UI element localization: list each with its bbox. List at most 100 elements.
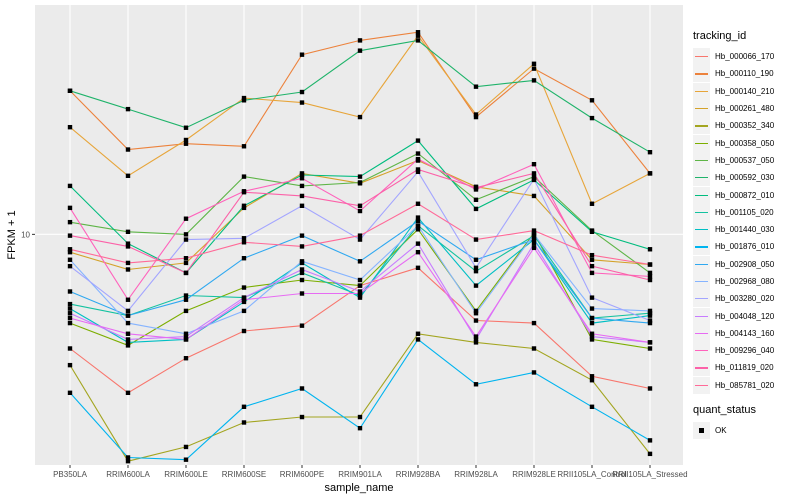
data-point: [589, 115, 595, 121]
legend-item: Hb_011819_020: [693, 359, 774, 377]
data-point: [415, 249, 421, 255]
x-tick-label: RRIM600SE: [222, 470, 266, 479]
data-point: [531, 346, 537, 351]
data-point: [183, 334, 189, 339]
data-point: [531, 320, 537, 326]
data-point: [415, 30, 421, 35]
data-point: [183, 444, 189, 450]
data-point: [67, 306, 73, 311]
data-point: [299, 89, 305, 95]
legend-label: Hb_011819_020: [715, 363, 774, 373]
legend-label: Hb_000110_190: [715, 69, 774, 79]
data-point: [357, 295, 363, 300]
data-point: [299, 233, 305, 238]
data-point: [531, 370, 537, 375]
data-point: [183, 270, 189, 276]
legend-item: Hb_000066_170: [693, 48, 775, 66]
legend2-item: OK: [693, 422, 756, 440]
data-point: [67, 219, 73, 225]
data-point: [415, 223, 421, 228]
data-point: [647, 320, 653, 326]
legend-line-key: [693, 273, 710, 290]
data-point: [647, 247, 653, 252]
legend-label: Hb_000140_210: [715, 86, 775, 96]
data-point: [183, 457, 189, 462]
data-point: [473, 318, 479, 323]
data-point: [357, 277, 363, 283]
legend-title: tracking_id: [693, 30, 747, 42]
data-point: [183, 356, 189, 361]
legend-line-key: [693, 238, 710, 256]
data-point: [67, 346, 73, 351]
data-point: [125, 297, 131, 302]
data-point: [589, 404, 595, 409]
legend-item: Hb_000261_480: [693, 100, 774, 118]
legend-item: Hb_000872_010: [693, 186, 774, 204]
data-point: [125, 455, 131, 460]
legend-item: Hb_085781_020: [693, 376, 774, 394]
series-points: [67, 30, 653, 464]
data-point: [589, 270, 595, 276]
data-point: [415, 151, 421, 156]
data-point: [531, 78, 537, 83]
data-point: [241, 420, 247, 425]
data-point: [473, 197, 479, 202]
data-point: [299, 270, 305, 276]
legend-item: Hb_000110_190: [693, 65, 774, 83]
data-point: [415, 331, 421, 336]
data-point: [241, 190, 247, 195]
data-point: [357, 283, 363, 288]
data-point: [125, 147, 131, 152]
data-point: [67, 88, 73, 93]
data-point: [183, 216, 189, 221]
data-point: [299, 291, 305, 296]
data-point: [125, 331, 131, 336]
data-point: [415, 156, 421, 162]
data-point: [125, 106, 131, 112]
x-tick-label: RRIM600PE: [280, 470, 324, 479]
data-point: [125, 241, 131, 246]
legend-point-key: [693, 422, 710, 440]
data-point: [589, 295, 595, 300]
data-point: [415, 337, 421, 342]
data-point: [299, 323, 305, 328]
y-axis: 10: [21, 230, 35, 239]
x-tick-label: RRIM901LA: [338, 470, 382, 479]
data-point: [125, 343, 131, 348]
data-point: [299, 52, 305, 57]
data-point: [125, 260, 131, 266]
data-point: [299, 203, 305, 208]
data-point: [531, 232, 537, 237]
data-point: [183, 331, 189, 336]
data-point: [357, 291, 363, 296]
legend-label: Hb_000358_050: [715, 138, 775, 148]
data-point: [67, 257, 73, 262]
legend-label: Hb_002908_050: [715, 259, 775, 269]
legend-line-key: [693, 324, 710, 342]
legend-label: Hb_000066_170: [715, 52, 775, 62]
data-point: [183, 141, 189, 146]
data-point: [647, 438, 653, 443]
data-point: [589, 98, 595, 103]
legend-line-key: [693, 359, 710, 377]
data-point: [67, 362, 73, 368]
data-point: [473, 84, 479, 89]
legend-line-key: [693, 48, 710, 66]
legend-item: Hb_001105_020: [693, 203, 774, 221]
data-point: [299, 277, 305, 283]
legend-label: Hb_009296_040: [715, 346, 775, 356]
data-point: [299, 183, 305, 189]
data-point: [647, 386, 653, 391]
data-point: [647, 171, 653, 176]
legend-line-key: [693, 82, 710, 100]
legend-label: Hb_004143_160: [715, 328, 775, 338]
data-point: [415, 169, 421, 175]
data-point: [415, 218, 421, 224]
data-point: [299, 414, 305, 420]
data-point: [589, 257, 595, 262]
data-point: [589, 378, 595, 383]
data-point: [473, 112, 479, 117]
legend-line-key: [693, 255, 710, 273]
data-point: [67, 263, 73, 269]
data-point: [67, 390, 73, 396]
